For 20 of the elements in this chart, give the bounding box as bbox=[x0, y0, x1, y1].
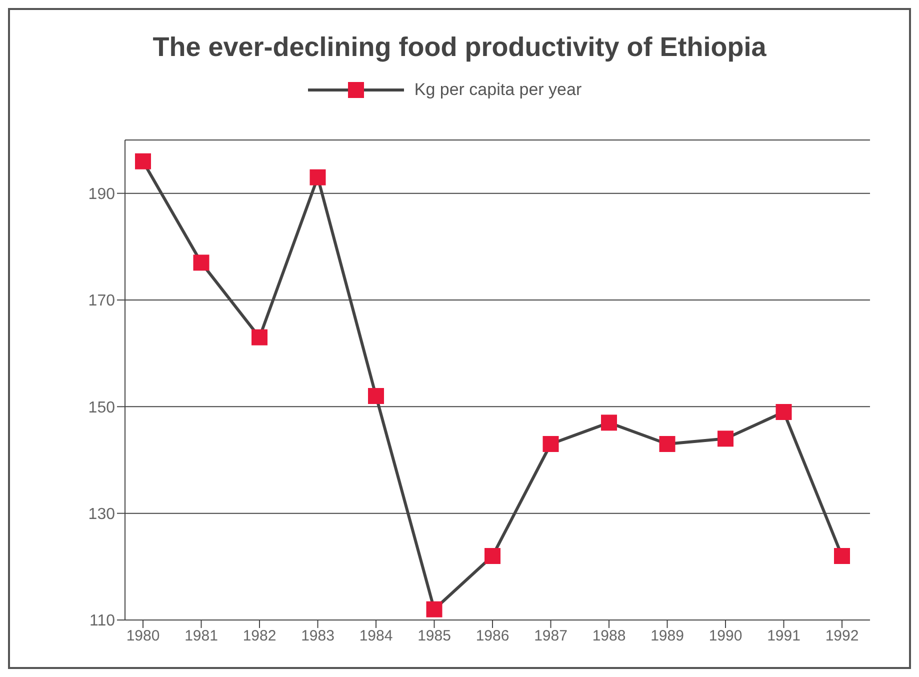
y-tick-label: 130 bbox=[88, 506, 116, 524]
x-tick-label: 1987 bbox=[534, 628, 568, 645]
y-tick-label: 190 bbox=[88, 186, 116, 204]
x-tick-label: 1990 bbox=[708, 628, 742, 645]
y-tick-label: 110 bbox=[89, 612, 116, 630]
y-tick-label: 150 bbox=[88, 399, 116, 416]
x-tick-label: 1992 bbox=[825, 628, 859, 645]
x-tick-label: 1982 bbox=[242, 628, 276, 645]
x-tick-label: 1980 bbox=[126, 628, 160, 645]
x-tick-label: 1983 bbox=[301, 628, 334, 645]
x-tick-label: 1989 bbox=[650, 628, 684, 645]
x-tick-label: 1984 bbox=[359, 628, 393, 645]
y-tick-label: 170 bbox=[88, 292, 116, 310]
x-tick-label: 1986 bbox=[476, 628, 510, 645]
text: Kg per capita per year bbox=[414, 80, 582, 100]
chart-title: The ever-declining food productivity of Ethiopia bbox=[152, 32, 768, 63]
x-tick-label: 1988 bbox=[592, 628, 626, 645]
x-tick-label: 1981 bbox=[184, 628, 218, 645]
x-tick-label: 1985 bbox=[418, 628, 451, 645]
x-tick-label: 1991 bbox=[767, 628, 800, 645]
